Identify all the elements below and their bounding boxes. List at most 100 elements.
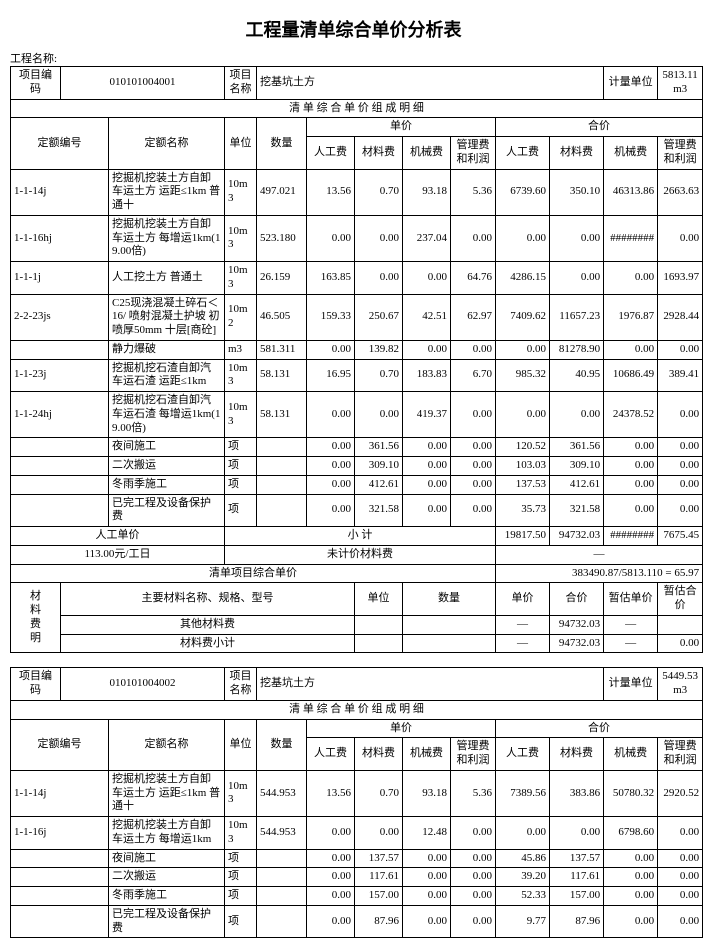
cell: 139.82: [355, 340, 403, 359]
cell: 309.10: [355, 457, 403, 476]
cell: 40.95: [550, 359, 604, 392]
cell: 0.00: [658, 887, 703, 906]
cell: 419.37: [403, 392, 451, 438]
cell: 35.73: [496, 494, 550, 527]
cell: 10m3: [225, 359, 257, 392]
cell: 项: [225, 494, 257, 527]
cell: 581.311: [257, 340, 307, 359]
cell: [257, 887, 307, 906]
table-row: 已完工程及设备保护费项0.00321.580.000.0035.73321.58…: [11, 494, 703, 527]
cell: 人工挖土方 普通土: [109, 262, 225, 295]
col-machine: 机械费: [403, 738, 451, 771]
cell: 544.953: [257, 770, 307, 816]
cell: 0.00: [604, 887, 658, 906]
cell: 137.57: [550, 849, 604, 868]
col-total-price: 合价: [496, 118, 703, 137]
col-qty: 数量: [257, 118, 307, 169]
table-row: 静力爆破m3581.3110.00139.820.000.000.0081278…: [11, 340, 703, 359]
table-row: 夜间施工项0.00361.560.000.00120.52361.560.000…: [11, 438, 703, 457]
col-qty: 数量: [257, 719, 307, 770]
cell: 0.00: [451, 887, 496, 906]
cell: 12.48: [403, 817, 451, 850]
cell: [257, 438, 307, 457]
cell: 62.97: [451, 294, 496, 340]
cell: 0.00: [604, 262, 658, 295]
comp-result: 383490.87/5813.110 = 65.97: [496, 564, 703, 583]
cell: 0.00: [451, 215, 496, 261]
cell: 0.00: [403, 494, 451, 527]
cell: [11, 438, 109, 457]
cell: 58.131: [257, 359, 307, 392]
cell: 0.00: [658, 905, 703, 938]
cell: 挖掘机挖石渣自卸汽车运石渣 运距≤1km: [109, 359, 225, 392]
cell: 0.00: [403, 438, 451, 457]
col-material: 材料费: [355, 137, 403, 170]
table-row: 2-2-23jsC25现浇混凝土碎石＜16/ 喷射混凝土护坡 初喷厚50mm 十…: [11, 294, 703, 340]
col-quota-name: 定额名称: [109, 719, 225, 770]
cell: 321.58: [355, 494, 403, 527]
cell: 120.52: [496, 438, 550, 457]
cell: 6739.60: [496, 169, 550, 215]
cell: 0.00: [604, 905, 658, 938]
table-row: 1-1-16j挖掘机挖装土方自卸车运土方 每增运1km10m3544.9530.…: [11, 817, 703, 850]
col-labor: 人工费: [307, 738, 355, 771]
unit-meas: 5813.11m3: [658, 67, 703, 100]
cell: 0.00: [307, 215, 355, 261]
table-row: 冬雨季施工项0.00412.610.000.00137.53412.610.00…: [11, 475, 703, 494]
cell: 81278.90: [550, 340, 604, 359]
cell: 1976.87: [604, 294, 658, 340]
cell: 0.00: [604, 457, 658, 476]
cell: 0.00: [307, 817, 355, 850]
sub-f: 94732.03: [550, 527, 604, 546]
cell: 58.131: [257, 392, 307, 438]
cell: 250.67: [355, 294, 403, 340]
cell: 157.00: [550, 887, 604, 906]
cell: 0.70: [355, 169, 403, 215]
cell: 0.00: [451, 494, 496, 527]
cell: 87.96: [550, 905, 604, 938]
table-row: 1-1-24hj挖掘机挖石渣自卸汽车运石渣 每增运1km(19.00倍)10m3…: [11, 392, 703, 438]
cell: 7389.56: [496, 770, 550, 816]
cell: 挖掘机挖装土方自卸车运土方 每增运1km(19.00倍): [109, 215, 225, 261]
cell: C25现浇混凝土碎石＜16/ 喷射混凝土护坡 初喷厚50mm 十层[商砼]: [109, 294, 225, 340]
cell: 50780.32: [604, 770, 658, 816]
cell: 0.00: [307, 340, 355, 359]
cell: 0.00: [307, 392, 355, 438]
cell: 412.61: [550, 475, 604, 494]
cell: 0.00: [451, 849, 496, 868]
cell: 350.10: [550, 169, 604, 215]
page-title: 工程量清单综合单价分析表: [10, 16, 697, 42]
cell: 42.51: [403, 294, 451, 340]
cell: 6.70: [451, 359, 496, 392]
cell: 163.85: [307, 262, 355, 295]
cell: 39.20: [496, 868, 550, 887]
cell: 46.505: [257, 294, 307, 340]
project-label: 工程名称:: [10, 50, 697, 66]
cell: ########: [604, 215, 658, 261]
cell: 93.18: [403, 770, 451, 816]
sub-h: 7675.45: [658, 527, 703, 546]
col-material: 材料费: [355, 738, 403, 771]
cell: 0.00: [355, 817, 403, 850]
cell: 0.00: [658, 457, 703, 476]
cell: 挖掘机挖装土方自卸车运土方 运距≤1km 普通十: [109, 169, 225, 215]
table-row: 夜间施工项0.00137.570.000.0045.86137.570.000.…: [11, 849, 703, 868]
cell: 1-1-16j: [11, 817, 109, 850]
mat-unit-label: 单位: [355, 583, 403, 616]
cell: 117.61: [355, 868, 403, 887]
cell: [257, 494, 307, 527]
mat-qty-label: 数量: [403, 583, 496, 616]
cell: 137.57: [355, 849, 403, 868]
cell: 已完工程及设备保护费: [109, 905, 225, 938]
proj-name-label: 项目名称: [225, 668, 257, 701]
cell: 0.00: [604, 494, 658, 527]
cell: 0.00: [403, 475, 451, 494]
cell: 64.76: [451, 262, 496, 295]
proj-code: 010101004002: [61, 668, 225, 701]
cell: 0.00: [496, 817, 550, 850]
cell: 11657.23: [550, 294, 604, 340]
col-unit-price: 单价: [307, 118, 496, 137]
cell: 2-2-23js: [11, 294, 109, 340]
uncounted-dash: —: [496, 545, 703, 564]
cell: 10m3: [225, 817, 257, 850]
